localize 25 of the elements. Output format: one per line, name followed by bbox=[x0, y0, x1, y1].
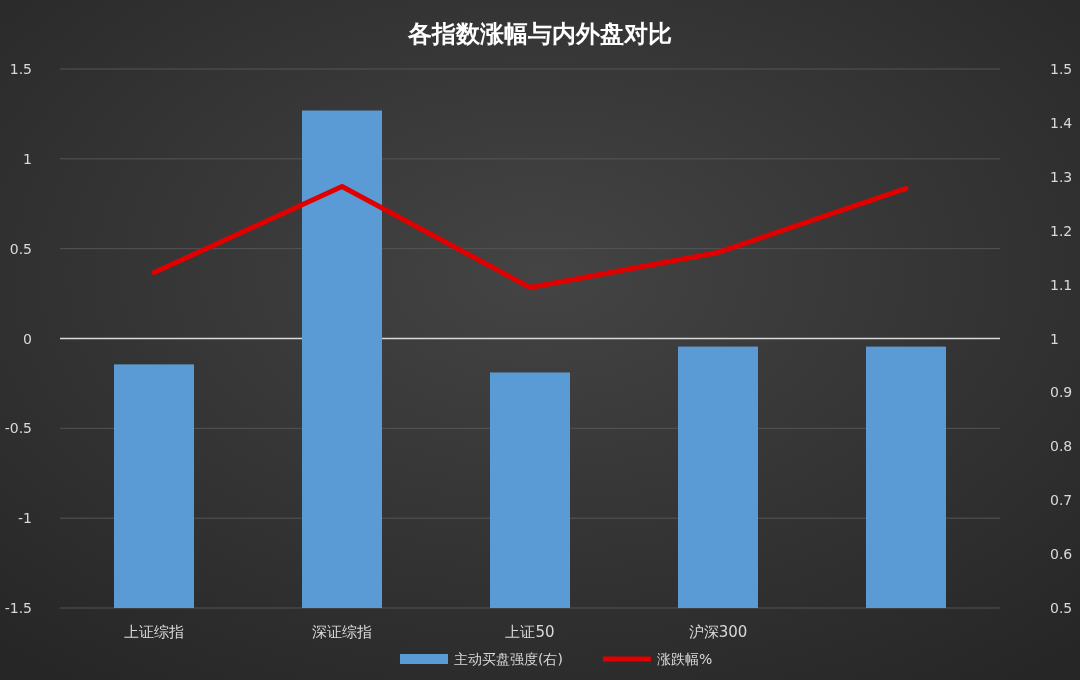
y2-tick-label: 1.1 bbox=[1050, 276, 1073, 293]
y2-tick-label: 1.5 bbox=[1050, 61, 1073, 77]
y2-tick-label: 1 bbox=[1050, 330, 1059, 347]
y2-tick-label: 1.3 bbox=[1050, 168, 1073, 185]
x-tick-label: 深证综指 bbox=[312, 623, 372, 641]
x-tick-label: 上证50 bbox=[505, 623, 555, 641]
x-tick-label: 上证综指 bbox=[124, 623, 184, 641]
y2-tick-label: 1.4 bbox=[1050, 114, 1073, 131]
y-tick-label: -1.5 bbox=[4, 600, 32, 616]
y-tick-label: 0 bbox=[23, 330, 32, 347]
y2-tick-label: 1.2 bbox=[1050, 222, 1073, 239]
y-tick-label: 0.5 bbox=[9, 240, 32, 257]
y-tick-label: 1.5 bbox=[9, 61, 32, 77]
y2-tick-label: 0.9 bbox=[1050, 384, 1073, 401]
y2-tick-label: 0.6 bbox=[1050, 546, 1073, 563]
y2-tick-label: 0.8 bbox=[1050, 438, 1073, 455]
y-tick-label: 1 bbox=[23, 150, 32, 167]
chart-title: 各指数涨幅与内外盘对比 bbox=[407, 20, 672, 48]
legend-label: 主动买盘强度(右) bbox=[454, 651, 563, 667]
y2-tick-label: 0.5 bbox=[1050, 600, 1073, 616]
y-tick-label: -0.5 bbox=[4, 420, 32, 437]
y-tick-label: -1 bbox=[18, 510, 32, 527]
x-tick-label: 沪深300 bbox=[688, 623, 748, 641]
y2-tick-label: 0.7 bbox=[1050, 492, 1073, 509]
legend-label: 涨跌幅% bbox=[656, 651, 713, 667]
